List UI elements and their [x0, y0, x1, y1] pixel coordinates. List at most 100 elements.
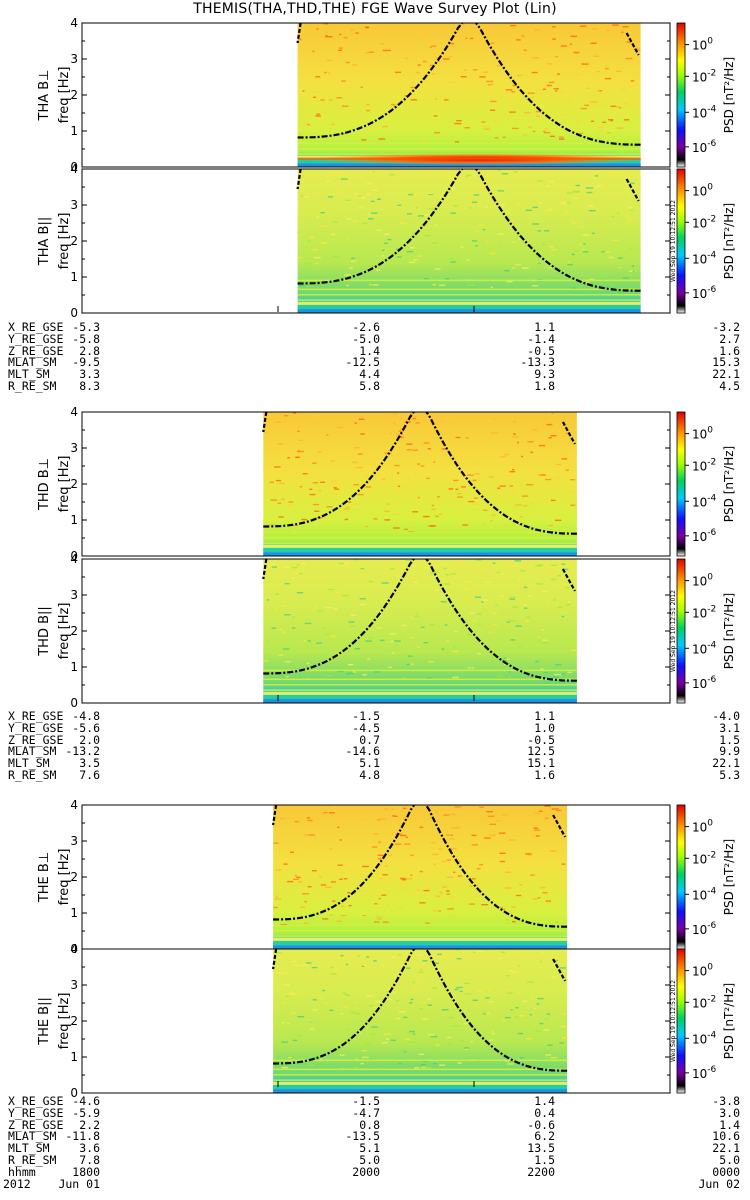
- spectrogram-speckle: [560, 1025, 566, 1028]
- spectrogram-speckle: [421, 1018, 429, 1020]
- colorbar: [676, 22, 686, 168]
- spectrogram-speckle: [309, 1064, 314, 1066]
- spectrogram-speckle: [368, 637, 374, 639]
- spectrogram-speckle: [420, 1064, 426, 1066]
- ytick-label: 1: [70, 906, 78, 920]
- spectrogram-speckle: [612, 239, 619, 242]
- spectrogram-speckle: [312, 50, 315, 53]
- spectrogram-speckle: [476, 559, 483, 561]
- ephemeris-name: R_RE_SM: [8, 379, 57, 393]
- ephemeris-value: -4.7: [352, 1105, 380, 1120]
- spectrogram-speckle: [562, 568, 569, 571]
- spectrogram-speckle: [384, 598, 388, 601]
- spectrogram-speckle: [590, 42, 597, 44]
- spectrogram-speckle: [542, 892, 548, 894]
- spectrogram-speckle: [482, 1013, 486, 1015]
- spectrogram-speckle: [439, 513, 442, 515]
- spectrogram-speckle: [444, 99, 449, 101]
- spectrogram-speckle: [457, 839, 460, 842]
- colorbar: [676, 948, 686, 1094]
- spectrogram-speckle: [405, 57, 408, 60]
- ephemeris-block-1: X_RE_GSE -5.3 -2.6 1.1 -3.2 Y_RE_GSE -5.8 -5.0-…: [0, 321, 750, 402]
- ytick-label: 4: [70, 552, 78, 566]
- spectrogram-speckle: [375, 466, 379, 468]
- spectrogram-speckle: [571, 139, 575, 142]
- time-tick-label: 1800: [72, 1165, 100, 1179]
- spectrogram-speckle: [412, 615, 419, 617]
- spectrogram-speckle: [453, 871, 456, 873]
- spectrogram-speckle: [302, 122, 310, 124]
- spectrogram-speckle: [532, 277, 537, 279]
- spectrogram-speckle: [521, 74, 524, 76]
- spectrogram-speckle: [330, 966, 334, 969]
- spectrogram-speckle: [543, 130, 546, 133]
- ephemeris-value: 1.5: [534, 1153, 555, 1167]
- spectrogram-speckle: [541, 41, 545, 43]
- spectrogram-speckle: [325, 35, 328, 37]
- spectrogram-speckle: [541, 590, 548, 593]
- spectrogram-speckle: [512, 267, 515, 269]
- spectrogram-speckle: [435, 515, 439, 518]
- spectrogram-speckle: [505, 89, 513, 91]
- spectrogram-speckle: [529, 1014, 532, 1016]
- ephemeris-row: Y_RE_GSE -5.6 -4.5 1.0 3.1: [0, 722, 750, 735]
- ephemeris-value: -13.3: [520, 355, 555, 370]
- spectrogram-speckle: [450, 261, 457, 263]
- spectrogram-speckle: [415, 71, 421, 74]
- spectrogram-speckle: [296, 592, 304, 594]
- spectrogram-speckle: [430, 572, 435, 574]
- spectrogram-speckle: [299, 854, 305, 856]
- spectrogram-speckle: [283, 971, 287, 973]
- colorbar-tick-label: 10-4: [692, 493, 717, 509]
- spectrogram-speckle: [431, 242, 438, 244]
- spectrogram-speckle: [484, 581, 491, 584]
- ephemeris-value: 7.8: [79, 1153, 100, 1167]
- spectrogram-speckle: [578, 244, 582, 246]
- ephemeris-value: 4.4: [359, 367, 380, 382]
- ytick-label: 3: [70, 441, 78, 455]
- spectrogram-speckle: [452, 645, 458, 648]
- spectrogram-speckle: [375, 895, 380, 897]
- spectrogram-speckle: [496, 65, 501, 67]
- spectrogram-speckle: [585, 187, 593, 189]
- spectrogram-speckle: [326, 36, 333, 38]
- ephemeris-value: 2.2: [79, 1117, 100, 1132]
- year-label: 2012: [3, 1176, 31, 1191]
- spectrogram-band: [273, 915, 568, 918]
- spectrogram-speckle: [368, 218, 374, 220]
- spectrogram-speckle: [364, 525, 369, 528]
- spectrogram-speckle: [627, 207, 633, 209]
- cyclotron-curve-edge: [625, 32, 640, 56]
- colorbar: [676, 168, 686, 314]
- spectrogram-speckle: [483, 509, 488, 511]
- spectrogram-speckle: [584, 276, 587, 278]
- spectrogram-speckle: [346, 237, 350, 240]
- ephemeris-value: 9.9: [719, 744, 740, 759]
- spectrogram-speckle: [350, 29, 355, 31]
- spectrogram-speckle: [316, 113, 321, 115]
- spectrogram-speckle: [292, 412, 297, 414]
- spectrogram-speckle: [279, 482, 285, 485]
- spectrogram-speckle: [635, 49, 641, 51]
- spectrogram-speckle: [469, 612, 475, 614]
- spectrogram-speckle: [559, 136, 564, 138]
- colorbar-label: PSD [nT²/Hz]: [722, 446, 736, 522]
- ephemeris-value: 1.6: [534, 768, 555, 782]
- spectrogram-speckle: [492, 562, 496, 564]
- spectrogram-speckle: [525, 620, 530, 622]
- spectrogram-speckle: [299, 906, 305, 908]
- spectrogram-speckle: [352, 1066, 359, 1069]
- spectrogram-speckle: [522, 242, 527, 244]
- spectrogram-speckle: [555, 476, 563, 479]
- spectrogram-speckle: [312, 482, 318, 484]
- ylabel-freq: freq [Hz]: [57, 993, 72, 1050]
- spectrogram-speckle: [446, 640, 449, 642]
- spectrogram-speckle: [367, 658, 370, 660]
- spectrogram-speckle: [282, 821, 286, 824]
- colorbar-tick-label: 10-4: [692, 250, 717, 266]
- spectrogram-speckle: [572, 197, 578, 200]
- spectrogram-speckle: [342, 995, 349, 997]
- spectrogram-speckle: [376, 871, 380, 873]
- spectrogram-speckle: [307, 886, 312, 888]
- spectrogram-speckle: [306, 662, 310, 665]
